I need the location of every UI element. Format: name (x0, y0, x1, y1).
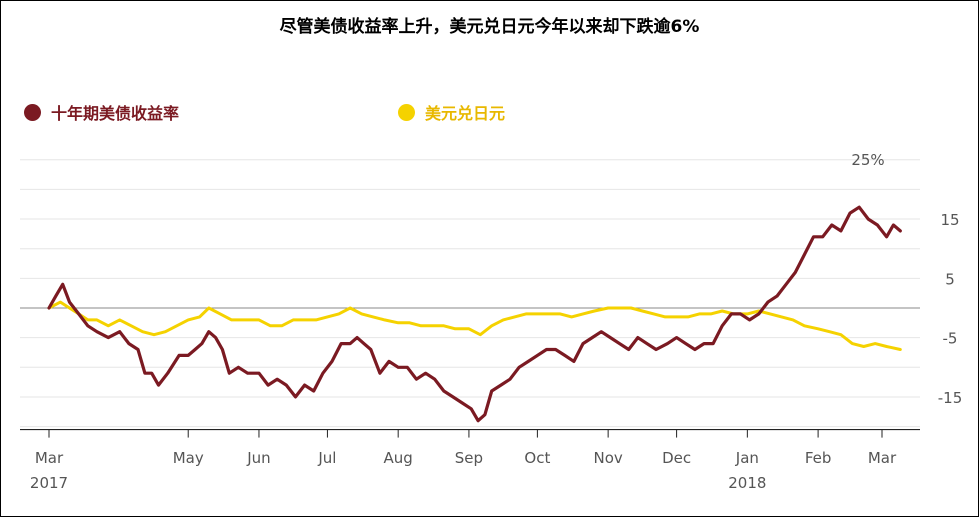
legend-item-usd-jpy: 美元兑日元 (398, 100, 505, 124)
y-axis-unit-label: 25% (851, 151, 884, 169)
x-tick-label: Oct (524, 449, 550, 467)
x-tick-label: Dec (662, 449, 691, 467)
legend-item-treasury-yield: 十年期美债收益率 (24, 100, 179, 124)
series-line-usd-jpy (47, 300, 902, 351)
chart-title: 尽管美债收益率上升，美元兑日元今年以来却下跌逾6% (279, 17, 700, 37)
x-tick-label: May (173, 449, 204, 467)
y-tick-label: -5 (943, 330, 958, 348)
y-tick-label: -15 (938, 389, 963, 407)
legend-label-usd-jpy: 美元兑日元 (425, 104, 506, 123)
series-line-treasury-yield (47, 205, 902, 423)
x-tick-label: Jan (735, 449, 759, 467)
x-tick-label: Nov (593, 449, 622, 467)
x-tick-label: Mar (35, 449, 64, 467)
x-tick-year-label: 2018 (728, 474, 766, 492)
x-tick-label: Mar (868, 449, 897, 467)
x-tick-year-label: 2017 (30, 474, 68, 492)
x-tick-label: Jul (317, 449, 336, 467)
x-tick-label: Feb (805, 449, 832, 467)
legend-marker-treasury-yield (24, 103, 41, 121)
legend-marker-usd-jpy (398, 103, 415, 121)
y-tick-label: 15 (940, 211, 959, 229)
x-tick-label: Aug (384, 449, 413, 467)
x-tick-label: Jun (246, 449, 270, 467)
legend-label-treasury-yield: 十年期美债收益率 (51, 104, 180, 123)
x-tick-label: Sep (455, 449, 483, 467)
y-tick-label: 5 (945, 270, 955, 288)
